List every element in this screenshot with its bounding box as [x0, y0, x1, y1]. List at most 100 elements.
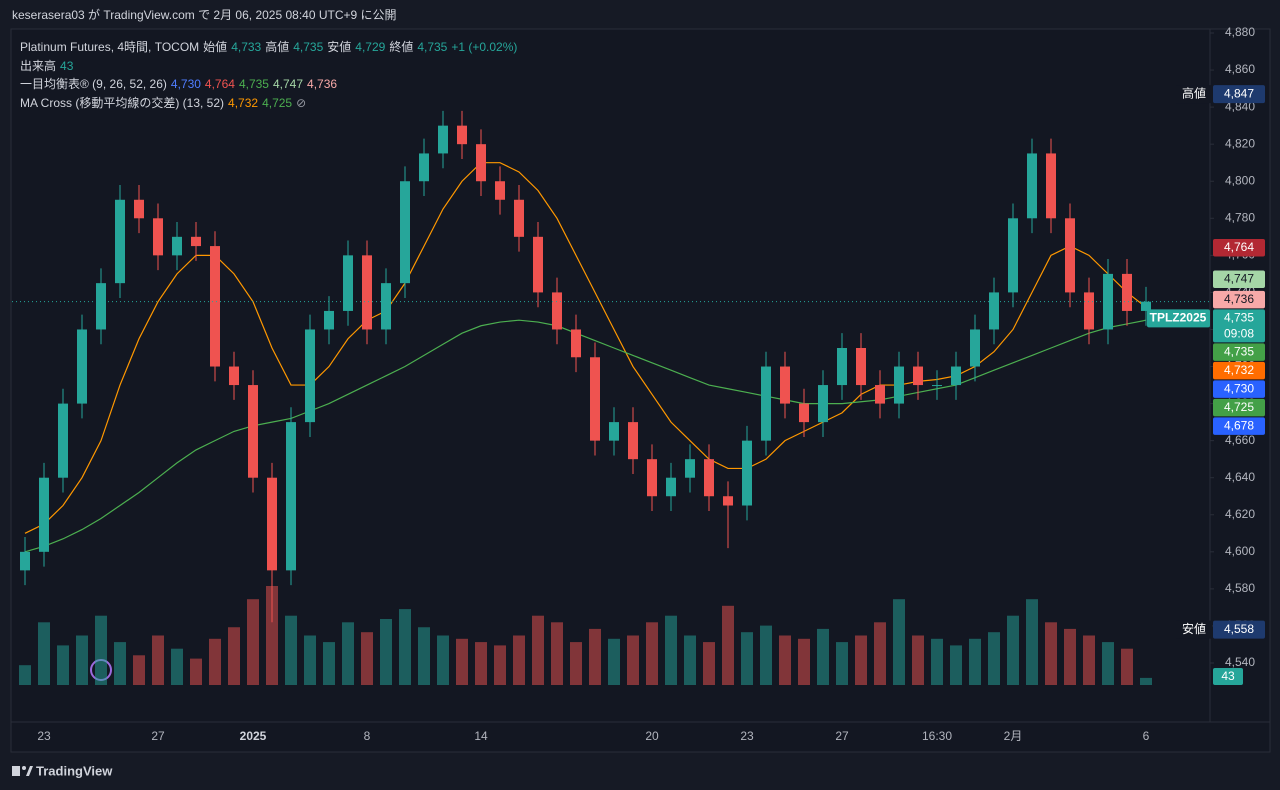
- extreme-tag: [1213, 85, 1265, 104]
- candle-body: [932, 385, 942, 387]
- legend-text: Platinum Futures, 4時間, TOCOM: [20, 40, 200, 54]
- y-tick-label: 4,600: [1225, 544, 1255, 558]
- legend-text: 4,735: [238, 77, 269, 91]
- volume-bar: [893, 599, 905, 685]
- candle-body: [343, 255, 353, 311]
- volume-bar: [1140, 677, 1152, 685]
- volume-bar: [551, 622, 563, 685]
- chart-frame: [10, 28, 1271, 753]
- candle-body: [590, 357, 600, 441]
- x-tick-label: 23: [740, 729, 754, 743]
- y-tick-label: 4,640: [1225, 470, 1255, 484]
- volume-bar: [1026, 599, 1038, 685]
- legend: Platinum Futures, 4時間, TOCOM 始値 4,733 高値 4,7…: [20, 38, 521, 112]
- price-tag-label: 4,732: [1224, 363, 1254, 377]
- volume-bar: [38, 622, 50, 685]
- volume-bar: [684, 635, 696, 685]
- candle-body: [780, 366, 790, 404]
- symbol-tag: [1147, 309, 1210, 328]
- candle-body: [1027, 153, 1037, 219]
- volume-bar: [95, 615, 107, 685]
- price-countdown: 09:08: [1224, 326, 1254, 340]
- volume-tag: [1213, 668, 1243, 685]
- extreme-name-bg: [1176, 620, 1212, 639]
- volume-bar: [627, 635, 639, 685]
- legend-row: 出来高 43: [20, 57, 521, 76]
- price-tag: [1213, 361, 1265, 380]
- candle-body: [210, 246, 220, 367]
- candle-body: [324, 310, 334, 330]
- volume-bar: [741, 632, 753, 685]
- volume-bar: [779, 635, 791, 685]
- price-tag-label: 4,747: [1224, 272, 1254, 286]
- candle-body: [381, 283, 391, 330]
- legend-text: 4,730: [170, 77, 201, 91]
- candle-body: [438, 125, 448, 154]
- candle-body: [267, 477, 277, 571]
- price-tag: [1213, 343, 1265, 361]
- candle-body: [1122, 273, 1132, 311]
- candle-body: [552, 292, 562, 330]
- extreme-value: 4,558: [1224, 622, 1254, 636]
- price-tag-label: 4,735: [1224, 344, 1254, 358]
- x-tick-label: 14: [474, 729, 488, 743]
- legend-text: 終値: [389, 40, 414, 54]
- candle-body: [20, 551, 30, 571]
- volume-bar: [1083, 635, 1095, 685]
- candle-body: [58, 403, 68, 478]
- volume-bar: [304, 635, 316, 685]
- candle-body: [1065, 218, 1075, 293]
- y-tick-label: 4,800: [1225, 173, 1255, 187]
- volume-bar: [646, 622, 658, 685]
- volume-bar: [418, 627, 430, 685]
- candle-body: [951, 366, 961, 386]
- volume-bar: [874, 622, 886, 685]
- volume-bar: [437, 635, 449, 685]
- legend-text: 4,725: [262, 95, 293, 110]
- candle-body: [362, 255, 372, 330]
- candle-body: [666, 477, 676, 497]
- candle-body: [229, 366, 239, 386]
- legend-text: ⊘: [296, 95, 307, 110]
- y-tick-label: 4,880: [1225, 25, 1255, 39]
- x-tick-label: 2025: [240, 729, 267, 743]
- candle-body: [400, 181, 410, 284]
- price-tag: [1213, 238, 1265, 257]
- y-tick-label: 4,580: [1225, 581, 1255, 595]
- volume-bar: [817, 628, 829, 685]
- candle-body: [704, 459, 714, 497]
- volume-bar: [969, 638, 981, 685]
- volume-bar: [76, 635, 88, 685]
- price-tag: [1213, 270, 1265, 288]
- legend-text: 4,764: [204, 77, 235, 91]
- volume-bar: [475, 642, 487, 685]
- candle-body: [742, 440, 752, 506]
- legend-text: 出来高: [20, 58, 57, 73]
- legend-text: +1 (+0.02%): [451, 40, 518, 54]
- x-tick-label: 20: [645, 729, 659, 743]
- price-tag: [1213, 417, 1265, 435]
- legend-text: 4,735: [417, 40, 448, 54]
- candle-body: [818, 385, 828, 423]
- legend-text: 4,729: [355, 40, 386, 54]
- candle-body: [837, 348, 847, 386]
- volume-bar: [456, 638, 468, 685]
- price-tag: [1213, 398, 1265, 417]
- volume-bar: [266, 586, 278, 685]
- volume-tag-label: 43: [1221, 669, 1235, 683]
- x-tick-label: 8: [364, 729, 371, 743]
- logo: [12, 766, 33, 776]
- price-tag-label: 4,764: [1224, 240, 1254, 254]
- volume-bar: [380, 619, 392, 685]
- y-tick-label: 4,820: [1225, 136, 1255, 150]
- legend-text: 高値: [265, 40, 290, 54]
- volume-bar: [836, 642, 848, 685]
- legend-text: 43: [60, 58, 74, 73]
- volume-bar: [133, 655, 145, 685]
- price-tag: [1213, 309, 1265, 343]
- volume-bar: [152, 635, 164, 685]
- volume-bar: [399, 609, 411, 685]
- volume-bar: [988, 632, 1000, 685]
- legend-text: 4,733: [231, 40, 262, 54]
